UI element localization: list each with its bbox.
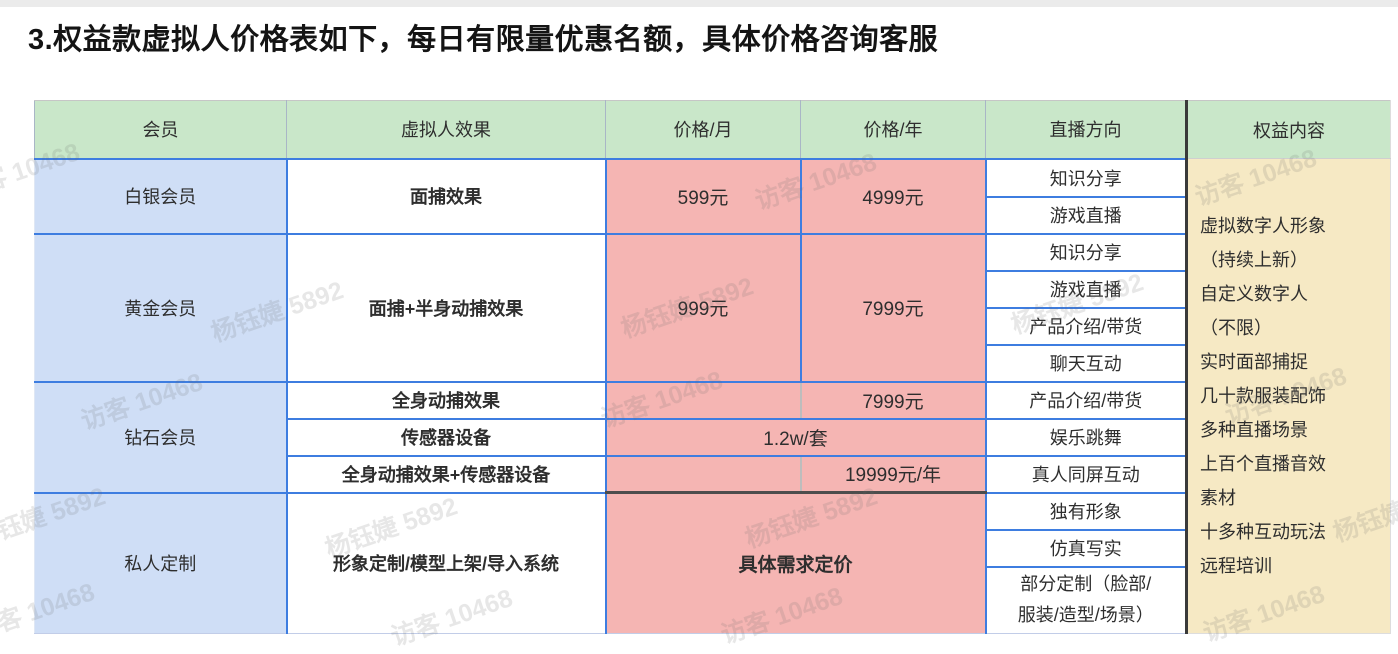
table-row: 游戏直播 — [35, 269, 1391, 309]
cell-silver-price-month: 599元 — [604, 157, 802, 235]
cell-diamond-price-year-1: 7999元 — [799, 380, 987, 420]
table-row: 游戏直播 — [35, 195, 1391, 235]
cell-silver-direction-2: 游戏直播 — [984, 195, 1188, 235]
cell-custom-direction-3: 部分定制（脸部/ 服装/造型/场景） — [984, 565, 1188, 634]
table-row: 部分定制（脸部/ 服装/造型/场景） — [35, 565, 1391, 634]
page-title: 3.权益款虚拟人价格表如下，每日有限量优惠名额，具体价格咨询客服 — [28, 24, 939, 56]
cell-custom-direction-2: 仿真写实 — [984, 528, 1188, 568]
cell-diamond-direction-2: 娱乐跳舞 — [984, 417, 1188, 457]
table-row: 白银会员 面捕效果 599元 4999元 知识分享 虚拟数字人形象 （持续上新）… — [34, 157, 1391, 634]
cell-gold-effect: 面捕+半身动捕效果 — [285, 232, 607, 383]
header-benefits: 权益内容 — [1185, 100, 1391, 159]
cell-diamond-price-combined: 1.2w/套 — [604, 417, 987, 457]
cell-gold-direction-2: 游戏直播 — [984, 269, 1188, 309]
cell-gold-direction-3: 产品介绍/带货 — [984, 306, 1188, 346]
cell-diamond-price-year-3: 19999元/年 — [799, 454, 987, 494]
header-effect: 虚拟人效果 — [286, 100, 606, 160]
cell-diamond-direction-3: 真人同屏互动 — [984, 454, 1188, 494]
header-member: 会员 — [34, 100, 287, 160]
header-price-month: 价格/月 — [605, 100, 801, 160]
cell-custom-effect: 形象定制/模型上架/导入系统 — [285, 491, 607, 634]
cell-custom-member: 私人定制 — [34, 491, 288, 634]
cell-silver-direction-1: 知识分享 — [984, 157, 1188, 198]
cell-silver-price-year: 4999元 — [799, 157, 987, 235]
cell-custom-direction-1: 独有形象 — [984, 491, 1188, 531]
cell-silver-effect: 面捕效果 — [285, 157, 607, 235]
cell-gold-member: 黄金会员 — [34, 232, 288, 383]
top-edge-strip — [0, 0, 1398, 7]
cell-silver-member: 白银会员 — [34, 157, 288, 235]
cell-diamond-effect-2: 传感器设备 — [285, 417, 607, 457]
cell-diamond-price-month-3 — [604, 454, 802, 494]
cell-gold-price-year: 7999元 — [799, 232, 987, 383]
pricing-table: 会员 虚拟人效果 价格/月 价格/年 直播方向 权益内容 白银会员 面捕效果 5… — [34, 100, 1391, 634]
header-direction: 直播方向 — [985, 100, 1187, 160]
cell-gold-direction-1: 知识分享 — [984, 232, 1188, 272]
cell-gold-price-month: 999元 — [604, 232, 802, 383]
cell-diamond-price-month-1 — [604, 380, 802, 420]
cell-diamond-member: 钻石会员 — [34, 380, 288, 494]
table-row: 产品介绍/带货 — [35, 306, 1391, 346]
table-row: 聊天互动 — [35, 343, 1391, 383]
cell-diamond-effect-1: 全身动捕效果 — [285, 380, 607, 420]
cell-benefits-content: 虚拟数字人形象 （持续上新） 自定义数字人 （不限） 实时面部捕捉 几十款服装配… — [1185, 158, 1391, 634]
table-row: 仿真写实 — [35, 528, 1391, 568]
table-row: 全身动捕效果+传感器设备 19999元/年 真人同屏互动 — [35, 454, 1391, 494]
header-price-year: 价格/年 — [800, 100, 986, 160]
table-row: 黄金会员 面捕+半身动捕效果 999元 7999元 知识分享 — [34, 232, 1391, 383]
cell-diamond-effect-3: 全身动捕效果+传感器设备 — [285, 454, 607, 494]
cell-gold-direction-4: 聊天互动 — [984, 343, 1188, 383]
table-header-row: 会员 虚拟人效果 价格/月 价格/年 直播方向 权益内容 — [34, 100, 1391, 160]
table-row: 钻石会员 全身动捕效果 7999元 产品介绍/带货 — [34, 380, 1391, 494]
cell-diamond-direction-1: 产品介绍/带货 — [984, 380, 1188, 420]
table-row: 私人定制 形象定制/模型上架/导入系统 具体需求定价 独有形象 — [34, 491, 1391, 634]
cell-custom-price: 具体需求定价 — [604, 491, 987, 634]
table-row: 传感器设备 1.2w/套 娱乐跳舞 — [35, 417, 1391, 457]
